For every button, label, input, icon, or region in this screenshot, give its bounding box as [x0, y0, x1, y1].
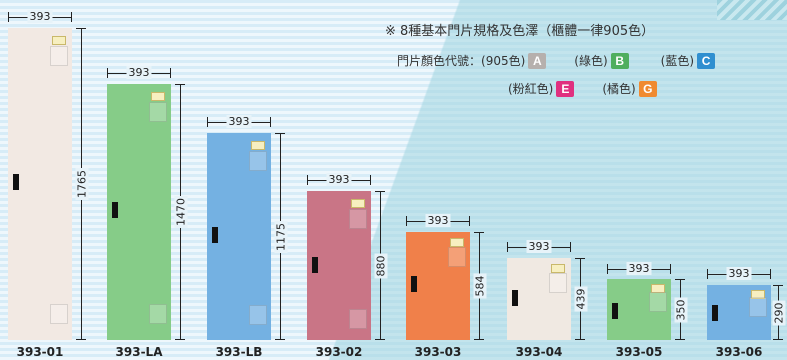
door-handle — [212, 227, 218, 243]
vent-panel — [50, 46, 68, 66]
model-label: 393-01 — [16, 345, 64, 359]
legend-name: (905色) — [481, 54, 526, 68]
height-dimension: 1175 — [274, 133, 288, 340]
height-value: 1765 — [75, 168, 89, 200]
height-value: 880 — [374, 253, 388, 278]
vent-panel — [549, 273, 567, 293]
width-dimension: 393 — [8, 10, 72, 23]
legend-item-g: (橘色) G — [602, 80, 657, 97]
model-label: 393-05 — [615, 345, 663, 359]
door-393-02 — [307, 191, 371, 340]
height-dimension: 439 — [574, 258, 588, 340]
legend-code-swatch: G — [638, 80, 657, 97]
door-393-04 — [507, 258, 571, 340]
color-legend-row-1: 門片顏色代號： (905色) A (綠色) B (藍色) C — [397, 52, 727, 69]
height-value: 1175 — [274, 220, 288, 253]
vent-panel — [349, 309, 367, 329]
height-dimension: 350 — [674, 279, 688, 340]
height-dimension: 1765 — [75, 28, 89, 340]
door-handle — [411, 276, 417, 292]
label-tag — [551, 264, 565, 273]
vent-panel — [349, 209, 367, 229]
width-value: 393 — [27, 10, 53, 23]
width-dimension: 393 — [406, 214, 470, 227]
vent-panel — [50, 304, 68, 324]
legend-name: (綠色) — [574, 54, 608, 68]
legend-item-a: (905色) A — [481, 52, 547, 69]
model-label: 393-02 — [315, 345, 363, 359]
width-value: 393 — [726, 267, 752, 280]
vent-panel — [749, 297, 767, 317]
width-dimension: 393 — [707, 267, 771, 280]
width-value: 393 — [425, 214, 451, 227]
door-handle — [712, 305, 718, 321]
width-value: 393 — [526, 240, 552, 253]
door-393-05 — [607, 279, 671, 340]
model-label: 393-03 — [414, 345, 462, 359]
legend-code-swatch: B — [610, 52, 629, 69]
width-dimension: 393 — [507, 240, 571, 253]
legend-item-b: (綠色) B — [574, 52, 629, 69]
vent-panel — [249, 305, 267, 325]
width-dimension: 393 — [107, 66, 171, 79]
corner-stripes — [717, 0, 787, 20]
model-label: 393-06 — [715, 345, 763, 359]
width-value: 393 — [126, 66, 152, 79]
legend-item-e: (粉紅色) E — [508, 80, 575, 97]
door-handle — [512, 290, 518, 306]
door-393-06 — [707, 285, 771, 340]
label-tag — [151, 92, 165, 101]
vent-panel — [149, 102, 167, 122]
vent-panel — [649, 292, 667, 312]
spec-note: ※ 8種基本門片規格及色澤（櫃體一律905色） — [385, 24, 655, 39]
height-dimension: 1470 — [174, 84, 188, 340]
model-label: 393-LB — [215, 345, 263, 359]
door-393-01 — [8, 28, 72, 340]
label-tag — [450, 238, 464, 247]
door-393-03 — [406, 232, 470, 340]
height-dimension: 290 — [772, 285, 786, 340]
height-dimension: 584 — [473, 232, 487, 340]
legend-name: (橘色) — [602, 82, 636, 96]
model-label: 393-04 — [515, 345, 563, 359]
door-handle — [112, 202, 118, 218]
width-dimension: 393 — [307, 173, 371, 186]
label-tag — [351, 199, 365, 208]
legend-code-swatch: C — [697, 52, 716, 69]
door-handle — [612, 303, 618, 319]
width-value: 393 — [226, 115, 252, 128]
height-value: 1470 — [174, 196, 188, 228]
height-value: 350 — [674, 297, 688, 322]
legend-label: 門片顏色代號： — [397, 54, 482, 68]
height-value: 584 — [473, 273, 487, 299]
vent-panel — [249, 151, 267, 171]
model-label: 393-LA — [115, 345, 163, 359]
door-handle — [312, 257, 318, 273]
width-dimension: 393 — [207, 115, 271, 128]
legend-name: (粉紅色) — [508, 82, 554, 96]
legend-code-swatch: A — [528, 52, 547, 69]
height-dimension: 880 — [374, 191, 388, 340]
legend-item-c: (藍色) C — [660, 52, 716, 69]
height-value: 439 — [574, 286, 588, 312]
color-legend-row-2: (粉紅色) E (橘色) G — [508, 80, 669, 97]
label-tag — [52, 36, 66, 45]
width-value: 393 — [326, 173, 352, 186]
door-393-LA — [107, 84, 171, 340]
legend-code-swatch: E — [556, 80, 575, 97]
vent-panel — [448, 247, 466, 267]
label-tag — [651, 284, 665, 293]
width-value: 393 — [626, 262, 652, 275]
door-handle — [13, 174, 19, 190]
vent-panel — [149, 304, 167, 324]
door-393-LB — [207, 133, 271, 340]
label-tag — [751, 290, 765, 299]
width-dimension: 393 — [607, 262, 671, 275]
legend-name: (藍色) — [660, 54, 695, 68]
label-tag — [251, 141, 265, 150]
height-value: 290 — [772, 300, 786, 325]
